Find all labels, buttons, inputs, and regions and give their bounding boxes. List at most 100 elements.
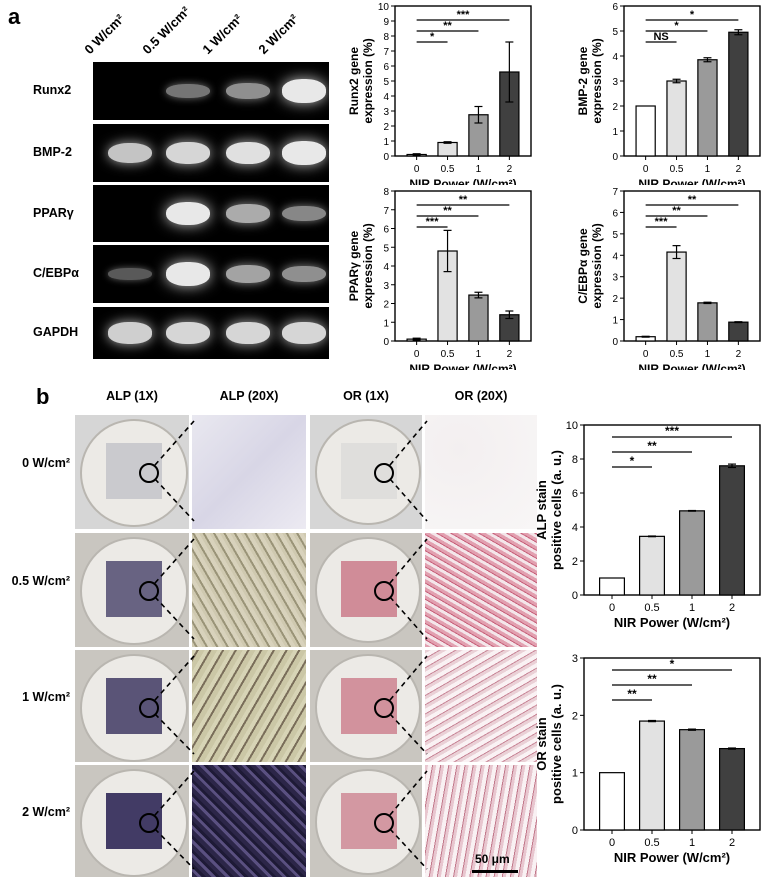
gel-band [282, 265, 326, 283]
y-tick-label: 3 [572, 653, 578, 665]
scale-bar [472, 870, 518, 873]
magnified-region-marker [139, 813, 159, 833]
gel-strip [93, 185, 329, 242]
x-axis-label: NIR Power (W/cm²) [638, 177, 745, 185]
y-tick-label: 5 [383, 243, 389, 254]
bar-1 [679, 729, 706, 831]
y-tick-label: 6 [612, 208, 618, 219]
y-tick-label: 6 [612, 2, 618, 13]
y-tick-label: 2 [572, 710, 578, 722]
stain-micrograph [425, 415, 537, 529]
y-tick-label: 2 [383, 122, 389, 133]
y-axis-label: Runx2 gene expression (%) [347, 38, 375, 123]
y-tick-label: 8 [383, 187, 389, 198]
stain-row-label: 0 W/cm² [22, 456, 70, 470]
stain-dish-image [310, 765, 422, 877]
gel-row-label: BMP-2 [33, 145, 72, 159]
x-tick-label: 0.5 [670, 349, 684, 360]
y-tick-label: 4 [383, 262, 389, 273]
significance-label: * [630, 454, 635, 468]
gel-band [226, 322, 270, 344]
bar-1 [697, 302, 718, 342]
plot-frame [583, 424, 761, 596]
bar-0.5 [437, 141, 458, 157]
significance-label: ** [443, 20, 452, 32]
gel-lane-label: 0 W/cm² [81, 11, 128, 57]
y-tick-label: 0 [383, 337, 389, 348]
y-tick-label: 6 [383, 62, 389, 73]
gel-row-label: GAPDH [33, 325, 79, 339]
magnified-region-marker [374, 463, 394, 483]
y-axis-label-line: positive cells (a. u.) [549, 684, 564, 804]
significance-label: *** [457, 9, 471, 21]
x-axis-label: NIR Power (W/cm²) [638, 362, 745, 370]
stain-dish-image [75, 533, 189, 647]
y-axis-label-line: PPARγ gene [347, 230, 361, 301]
gel-strip [93, 245, 329, 303]
stain-dish-image [75, 650, 189, 762]
stain-dish-image [310, 415, 422, 529]
x-tick-label: 1 [476, 164, 482, 175]
stain-micrograph [425, 765, 537, 877]
petri-dish [80, 537, 188, 645]
x-axis-label: NIR Power (W/cm²) [614, 850, 730, 865]
x-tick-label: 0 [609, 837, 615, 849]
y-tick-label: 4 [572, 522, 578, 534]
gel-band [166, 262, 210, 286]
y-tick-label: 4 [612, 251, 618, 262]
y-tick-label: 1 [572, 768, 578, 780]
stain-column-header: OR (1X) [343, 389, 389, 403]
y-tick-label: 7 [612, 187, 618, 198]
gel-band [226, 141, 270, 165]
gel-row-label: Runx2 [33, 83, 72, 97]
y-tick-label: 2 [612, 294, 618, 305]
gel-strip [93, 124, 329, 182]
stain-dish-image [75, 415, 189, 529]
gel-band [282, 205, 326, 222]
petri-dish [80, 419, 188, 527]
y-tick-label: 7 [383, 47, 389, 58]
bar-0.5 [666, 251, 687, 342]
stain-micrograph [192, 650, 306, 762]
gel-band [166, 142, 210, 164]
gel-band [226, 265, 270, 283]
y-axis-label-line: expression (%) [361, 223, 375, 308]
y-tick-label: 8 [572, 454, 578, 466]
magnified-region-marker [139, 698, 159, 718]
petri-dish [80, 654, 188, 762]
petri-dish [315, 537, 421, 643]
y-tick-label: 10 [566, 420, 578, 432]
significance-label: * [674, 20, 679, 32]
significance-label: *** [665, 424, 679, 438]
gel-row-label: PPARγ [33, 205, 74, 220]
x-tick-label: 1 [689, 837, 695, 849]
x-tick-label: 2 [507, 349, 513, 360]
y-axis-label-line: C/EBPα gene [576, 228, 590, 304]
significance-label: ** [672, 205, 681, 217]
y-axis-label-line: BMP-2 gene [576, 46, 590, 115]
y-tick-label: 3 [612, 273, 618, 284]
x-tick-label: 0.5 [670, 164, 684, 175]
y-tick-label: 4 [383, 92, 389, 103]
plot-frame [583, 657, 761, 831]
y-tick-label: 0 [572, 825, 578, 837]
y-tick-label: 5 [383, 77, 389, 88]
y-tick-label: 3 [383, 281, 389, 292]
magnified-region-marker [139, 463, 159, 483]
bar-1 [468, 294, 489, 342]
x-tick-label: 0.5 [644, 837, 659, 849]
bar-0.5 [638, 535, 665, 596]
y-axis-label-line: expression (%) [590, 223, 604, 308]
y-axis-label: BMP-2 gene expression (%) [576, 38, 604, 123]
bar-0.5 [638, 720, 665, 831]
significance-label: * [670, 657, 675, 671]
bar-0 [598, 577, 625, 596]
x-tick-label: 2 [729, 837, 735, 849]
stain-column-header: ALP (20X) [219, 389, 279, 403]
gel-strip [93, 307, 329, 359]
x-tick-label: 0 [414, 349, 420, 360]
bar-2 [728, 31, 749, 157]
stain-micrograph [192, 415, 306, 529]
gel-lane-label: 0.5 W/cm² [139, 3, 193, 58]
